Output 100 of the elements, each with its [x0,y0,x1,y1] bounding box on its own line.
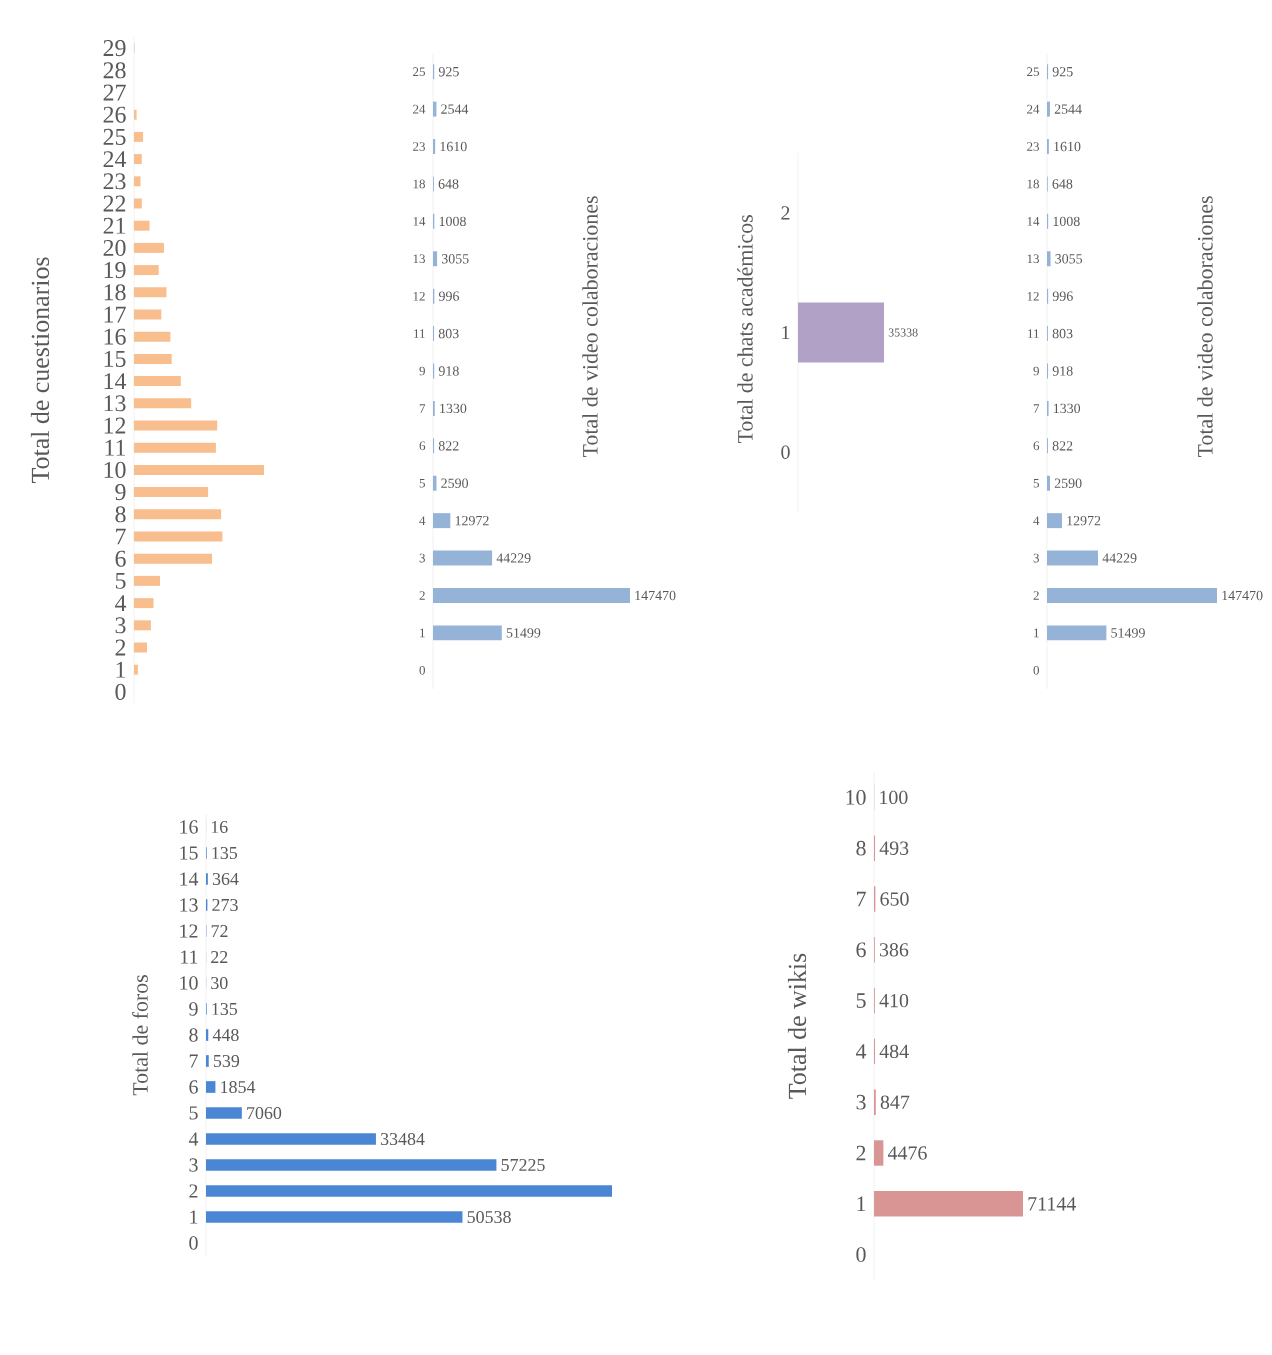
bar [134,131,144,142]
bar [206,1107,242,1119]
data-label: 147470 [1222,590,1263,601]
data-label: 3055 [1055,254,1083,264]
y-tick-label: 13 [180,898,198,912]
bar [206,1133,376,1145]
data-label: 648 [438,179,459,189]
y-tick-label: 5 [856,993,866,1008]
y-axis-title: Total de video colaboraciones [582,196,598,458]
y-tick-label: 18 [413,179,425,189]
y-tick-label: 3 [856,1094,866,1110]
y-tick-label: 25 [1027,67,1039,77]
data-label: 539 [213,1054,240,1068]
data-label: 822 [438,441,459,451]
bar [1047,550,1098,566]
data-label: 7060 [247,1106,282,1120]
data-label: 135 [212,1002,238,1016]
y-tick-label: 8 [856,840,866,856]
bar [433,625,502,641]
y-tick-label: 6 [1033,441,1040,451]
data-label: 2590 [441,478,469,488]
y-axis-title: Total de wikis [787,953,807,1099]
data-label: 648 [1052,179,1073,189]
y-tick-label: 12 [1027,291,1039,301]
y-tick-label: 0 [856,1247,866,1262]
bar [134,242,164,253]
bar [1047,587,1218,603]
bar [206,1159,497,1171]
y-tick-label: 3 [419,553,425,563]
bar [134,376,181,387]
y-tick-label: 1 [190,1210,198,1224]
y-tick-label: 14 [1027,217,1040,226]
bar [874,1191,1024,1217]
y-tick-label: 25 [413,67,425,77]
data-label: 822 [1052,441,1073,451]
y-tick-label: 0 [419,665,425,675]
y-tick-label: 0 [1033,665,1039,675]
y-tick-label: 2 [1033,591,1039,600]
bar [134,464,264,475]
bar [134,642,147,653]
y-tick-label: 6 [419,441,426,451]
bar [1047,251,1051,267]
bar [1047,475,1050,491]
data-label: 51499 [506,628,541,638]
data-label: 918 [438,366,459,376]
y-tick-label: 10 [104,461,126,478]
bar [874,1140,884,1166]
y-tick-label: 23 [413,142,425,151]
bar [134,198,142,209]
y-tick-label: 0 [781,445,790,459]
y-tick-label: 13 [1027,254,1039,264]
data-label: 925 [1052,67,1073,77]
data-label: 803 [438,328,459,339]
y-tick-label: 11 [1028,329,1039,338]
y-tick-label: 3 [115,617,126,634]
y-tick-label: 28 [103,62,126,79]
data-label: 33484 [380,1132,425,1146]
y-tick-label: 16 [180,820,198,834]
y-axis-title: Total de cuestionarios [30,257,50,483]
y-tick-label: 9 [115,484,126,501]
bar [433,513,451,529]
y-tick-label: 4 [114,595,127,611]
data-label: 1330 [1053,403,1081,414]
data-label: 57225 [501,1158,545,1172]
bar [134,620,151,631]
data-label: 650 [880,892,909,906]
data-label: 135 [212,846,238,860]
y-tick-label: 2 [189,1184,198,1198]
bar [134,176,141,187]
y-tick-label: 2 [856,1145,866,1161]
bar [134,287,167,298]
y-tick-label: 7 [856,891,866,907]
data-label: 72 [211,925,228,937]
data-label: 2544 [1054,104,1082,114]
y-tick-label: 5 [115,572,126,589]
y-tick-label: 24 [103,151,127,168]
y-tick-label: 1 [1034,628,1039,638]
data-label: 12972 [1067,515,1101,526]
bar [134,398,192,409]
y-tick-label: 29 [103,40,126,57]
data-label: 44229 [1102,553,1137,563]
data-label: 1008 [1053,216,1080,227]
bar [433,550,493,566]
y-tick-label: 7 [1033,404,1040,413]
y-tick-label: 17 [104,306,126,323]
y-tick-label: 23 [103,173,126,190]
y-axis-title: Total de video colaboraciones [1197,196,1213,458]
y-axis-title: Total de foros [132,975,148,1096]
data-label: 484 [879,1044,909,1059]
data-label: 918 [1052,366,1073,376]
y-tick-label: 4 [419,516,426,525]
y-tick-label: 24 [1027,104,1040,114]
bar [206,1211,463,1223]
y-tick-label: 13 [413,254,425,264]
y-tick-label: 1 [116,661,126,678]
y-tick-label: 11 [105,439,126,456]
y-tick-label: 15 [104,350,126,367]
y-tick-label: 0 [115,683,126,700]
y-tick-label: 14 [413,217,426,226]
bar [134,353,172,364]
